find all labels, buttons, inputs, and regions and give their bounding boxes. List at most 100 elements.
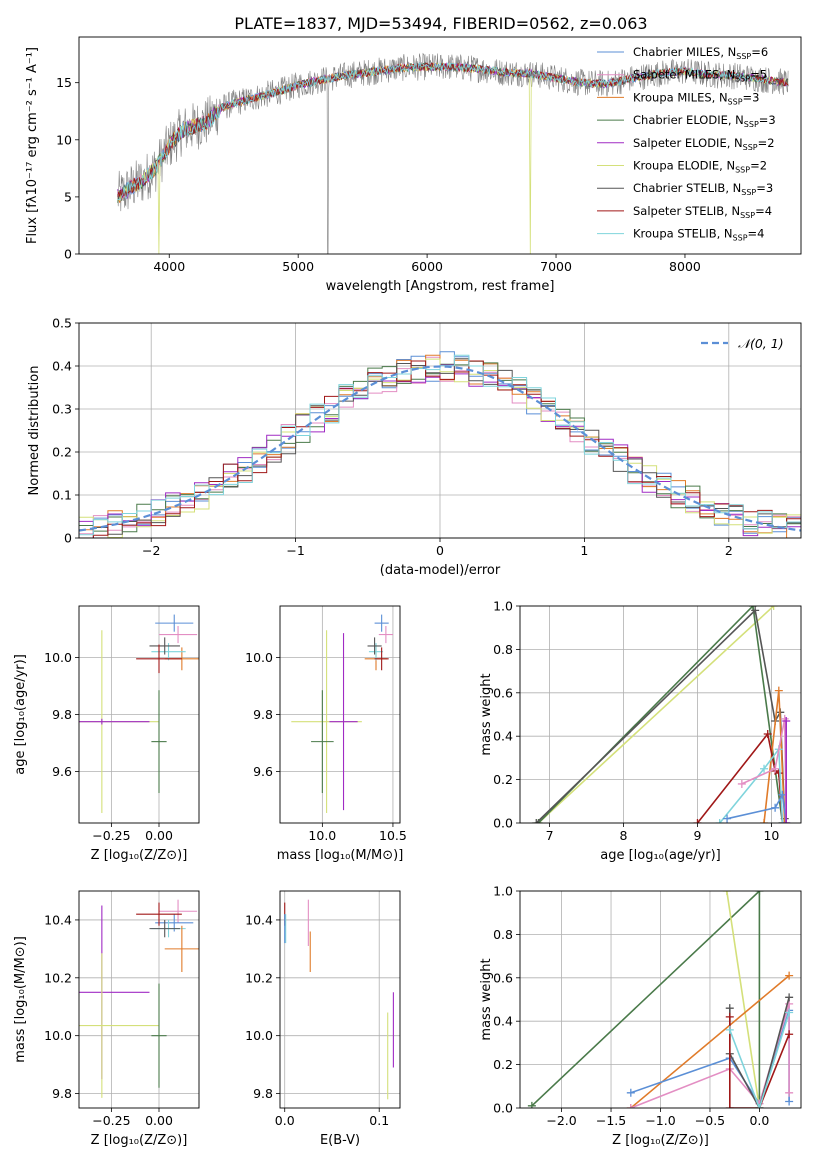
spectrum-data-line [117,52,789,254]
spectrum-ytick-label: 5 [64,189,72,204]
spectrum-axes: 4000 5000 6000 7000 8000 0 5 10 15 wavelength [An… [25,36,802,294]
massweight-age-point-marker [771,803,780,812]
massweight-age-ytick-label: 0.6 [493,685,513,700]
massweight-age-point-marker [723,814,732,823]
massweight-age-point-marker [769,606,778,610]
spectrum-xtick-label: 5000 [282,259,314,274]
spectrum-legend-label: Chabrier ELODIE, NSSP=3 [633,113,776,129]
massweight-age-point-marker [737,779,746,788]
spectrum-ytick-label: 15 [56,75,72,90]
residuals-frame [78,322,802,539]
mass-Z-ytick-label: 10.2 [44,970,72,985]
mass-EBV-xtick-label: 0.1 [369,1113,389,1128]
spectrum-legend-label: Kroupa MILES, NSSP=3 [633,90,759,106]
massweight-Z-xtick-label: 0.0 [749,1113,769,1128]
spectrum-frame [78,36,802,255]
residuals-ytick-label: 0.2 [52,445,72,460]
massweight-Z-series-line [729,1016,790,1108]
residuals-xtick-label: 2 [725,543,733,558]
massweight-age-frame [519,605,802,824]
spectrum-xtick-label: 7000 [540,259,572,274]
spectrum-model-line [117,62,789,200]
mass-Z-ytick-label: 10.0 [44,1028,72,1043]
mass-Z-xtick-label: −0.25 [92,1113,130,1128]
massweight-age-point-marker [760,764,769,773]
massweight-Z-point-marker [527,1101,536,1108]
residuals-ytick-label: 0.4 [52,359,72,374]
massweight-Z-point-marker [785,1097,794,1106]
mass-EBV-xlabel: E(B-V) [320,1133,360,1148]
massweight-age-plot-area [532,606,791,823]
mass-EBV-ytick-label: 10.2 [245,970,273,985]
massweight-Z-xtick-label: −2.0 [546,1113,576,1128]
massweight-age-xtick-label: 7 [546,828,554,843]
age-Z-xtick-label: −0.25 [92,828,130,843]
mass-Z-axes: −0.25 0.00 9.8 10.0 10.2 10.4 Z [log₁₀(Z/Z⊙)] m… [13,890,200,1148]
massweight-age-point-marker [763,730,772,739]
massweight-Z-point-marker [725,1004,734,1013]
massweight-Z-point-marker [785,971,794,980]
massweight-age-ytick-label: 0.4 [493,729,513,744]
residual-legend-label: 𝒩(0, 1) [738,336,784,351]
mass-EBV-xtick-label: 0.0 [275,1113,295,1128]
mass-Z-ylabel: mass [log₁₀(M/M⊙)] [13,936,28,1063]
massweight-age-point-marker [782,819,791,823]
massweight-Z-series-line [630,974,790,1108]
spectrum-ylabel: Flux [fλ10⁻¹⁷ erg cm⁻² s⁻¹ A⁻¹] [25,47,40,244]
massweight-Z-point-marker [785,1030,794,1039]
massweight-age-point-marker [774,686,783,695]
residuals-xtick-label: 1 [580,543,588,558]
spectrum-legend-label: Salpeter ELODIE, NSSP=2 [633,136,775,152]
massweight-Z-point-marker [785,1008,794,1017]
massweight-age-ytick-label: 0.0 [493,816,513,831]
massweight-age-ytick-label: 1.0 [493,599,513,614]
age-mass-ytick-label: 9.6 [253,764,273,779]
mass-EBV-ytick-label: 10.4 [245,912,273,927]
figure-title: PLATE=1837, MJD=53494, FIBERID=0562, z=0… [234,14,647,33]
massweight-Z-frame [519,890,802,1109]
massweight-Z-axes: −2.0 −1.5 −1.0 −0.5 0.0 0.0 0.2 0.4 0.6 0.8 1.0 Z [… [479,884,802,1148]
massweight-age-point-marker [748,606,757,610]
mass-EBV-axes: 0.0 0.1 9.8 10.0 10.2 10.4 E(B-V) [245,890,401,1148]
massweight-age-series-line [726,792,787,823]
mass-Z-xlabel: Z [log₁₀(Z/Z⊙)] [91,1133,188,1148]
age-mass-plot-area [291,614,393,814]
age-mass-xlabel: mass [log₁₀(M/M⊙)] [277,848,404,863]
massweight-age-ytick-label: 0.2 [493,772,513,787]
massweight-Z-series-line [726,891,761,1108]
age-Z-frame [78,605,200,824]
massweight-Z-ytick-label: 1.0 [493,884,513,899]
mass-Z-frame [78,890,200,1109]
spectrum-legend-label: Chabrier MILES, NSSP=6 [633,45,768,61]
age-mass-axes: 10.0 10.5 9.6 9.8 10.0 mass [log₁₀(M/M⊙)] [245,605,407,863]
residuals-ytick-label: 0.5 [52,316,72,331]
age-mass-xtick-label: 10.0 [308,828,336,843]
age-mass-frame [279,605,401,824]
massweight-Z-ytick-label: 0.4 [493,1014,513,1029]
massweight-age-ylabel: mass weight [479,673,494,755]
residuals-ytick-label: 0 [64,531,72,546]
spectrum-xtick-label: 4000 [153,259,185,274]
age-mass-xtick-label: 10.5 [379,828,407,843]
age-Z-ytick-label: 9.8 [52,707,72,722]
spectrum-xtick-label: 8000 [669,259,701,274]
mass-Z-xtick-label: 0.00 [145,1113,173,1128]
massweight-age-point-marker [693,819,702,823]
massweight-Z-plot-area [527,891,794,1108]
massweight-age-point-marker [780,819,789,823]
spectrum-model-line [117,62,769,201]
age-Z-plot-area [79,614,199,814]
massweight-Z-point-marker [722,891,731,895]
massweight-Z-point-marker [755,1104,764,1108]
spectrum-legend-label: Salpeter MILES, NSSP=5 [633,68,767,84]
massweight-age-point-marker [715,819,724,823]
massweight-age-point-marker [751,606,760,615]
massweight-Z-ytick-label: 0.8 [493,927,513,942]
massweight-age-xtick-label: 8 [620,828,628,843]
massweight-Z-xtick-label: −1.0 [645,1113,675,1128]
massweight-age-xlabel: age [log₁₀(age/yr)] [600,848,721,863]
massweight-Z-xlabel: Z [log₁₀(Z/Z⊙)] [612,1133,709,1148]
spectrum-legend-label: Salpeter STELIB, NSSP=4 [633,204,772,220]
spectrum-legend-label: Chabrier STELIB, NSSP=3 [633,181,773,197]
spectrum-model-line [117,61,789,200]
